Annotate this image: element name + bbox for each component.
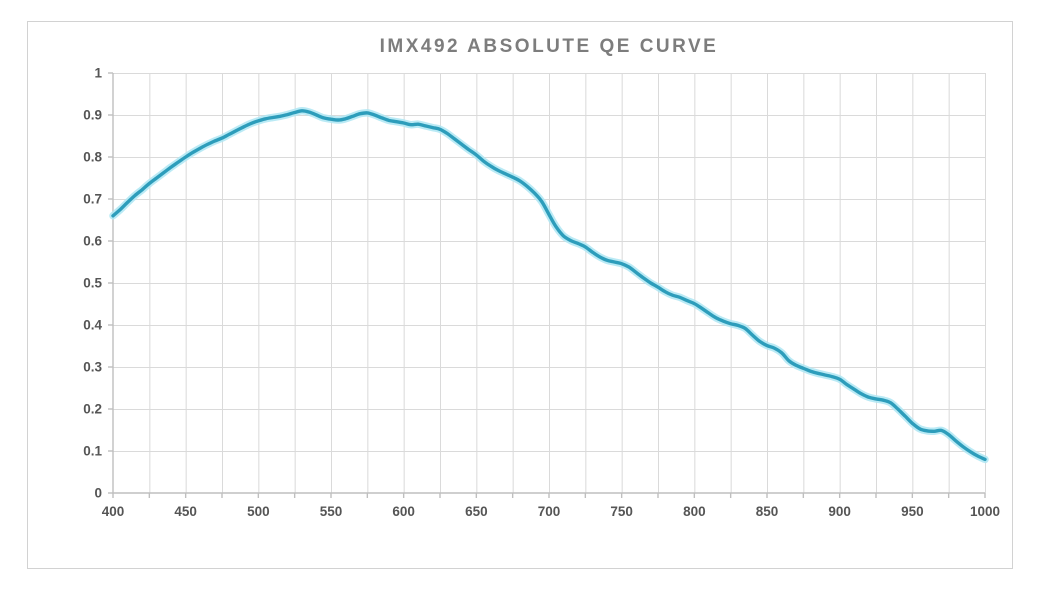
y-tick-label: 0.1 — [83, 444, 102, 459]
y-tick-label: 0.9 — [83, 108, 102, 123]
x-tick-label: 750 — [610, 504, 633, 519]
x-tick-label: 400 — [102, 504, 125, 519]
x-tick-label: 850 — [756, 504, 779, 519]
y-tick-label: 0 — [94, 486, 102, 501]
y-tick-label: 0.5 — [83, 276, 102, 291]
axes — [108, 72, 986, 498]
qe-curve-line — [111, 109, 987, 462]
y-tick-label: 0.8 — [83, 150, 102, 165]
y-tick-label: 0.4 — [83, 318, 102, 333]
y-tick-label: 1 — [94, 66, 102, 81]
x-tick-label: 900 — [828, 504, 851, 519]
y-tick-label: 0.3 — [83, 360, 102, 375]
y-tick-label: 0.6 — [83, 234, 102, 249]
chart-title: IMX492 ABSOLUTE QE CURVE — [379, 36, 719, 57]
x-tick-label: 800 — [683, 504, 706, 519]
x-tick-label: 650 — [465, 504, 488, 519]
x-tick-label: 1000 — [970, 504, 1000, 519]
x-tick-label: 550 — [320, 504, 343, 519]
x-tick-label: 700 — [538, 504, 561, 519]
x-tick-label: 600 — [392, 504, 415, 519]
x-tick-label: 950 — [901, 504, 924, 519]
y-axis-tick-labels: 0 0.1 0.2 0.3 0.4 0.5 0.6 0.7 0.8 0.9 1 — [83, 66, 102, 501]
y-tick-label: 0.7 — [83, 192, 102, 207]
x-tick-label: 500 — [247, 504, 270, 519]
x-axis-tick-labels: 400 450 500 550 600 650 700 750 800 850 900 950 1000 — [102, 504, 1000, 519]
y-tick-label: 0.2 — [83, 402, 102, 417]
chart-container — [27, 21, 1013, 569]
x-tick-label: 450 — [174, 504, 197, 519]
gridlines — [113, 73, 986, 493]
